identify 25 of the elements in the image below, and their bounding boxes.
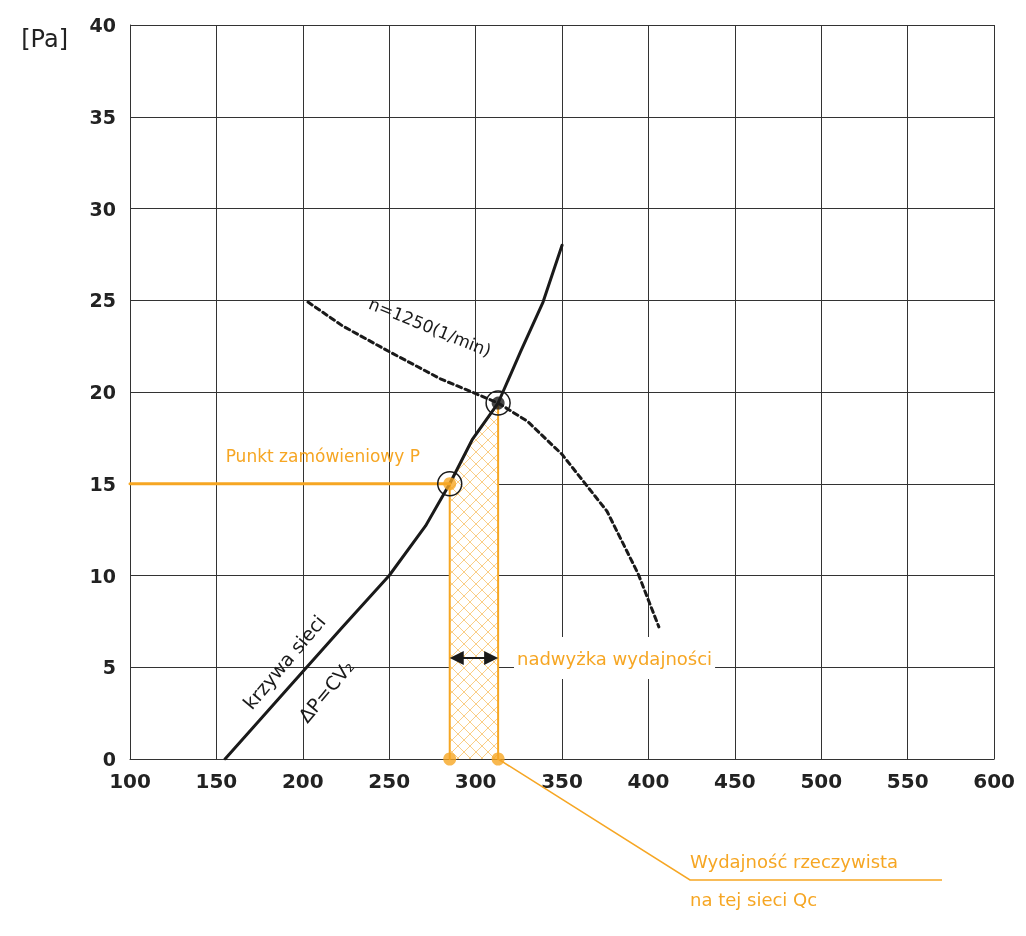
x-tick-label: 250 xyxy=(368,769,411,793)
x-tick-label: 150 xyxy=(195,769,238,793)
x-tick-label: 500 xyxy=(800,769,843,793)
x-tick-label: 300 xyxy=(454,769,497,793)
point xyxy=(443,752,457,766)
x-tick-label: 450 xyxy=(714,769,756,793)
x-tick-label: 350 xyxy=(541,769,583,793)
y-tick-label: 40 xyxy=(89,14,116,36)
y-tick-label: 10 xyxy=(89,564,116,587)
y-tick-label: 30 xyxy=(89,197,116,220)
text: Wydajność rzeczywista na tej sieci Qc xyxy=(690,850,899,910)
y-tick-label: 0 xyxy=(102,748,116,770)
y-tick-label: 35 xyxy=(89,105,116,128)
y-axis-title: [Pa] xyxy=(21,25,68,53)
x-tick-label: 550 xyxy=(886,769,929,793)
x-tick-label: 400 xyxy=(627,769,670,793)
x-tick-label: 100 xyxy=(109,769,151,793)
y-tick-label: 20 xyxy=(89,381,116,403)
x-tick-label: 600 xyxy=(973,769,1015,793)
annotation: nadwyżka wydajności xyxy=(517,647,713,669)
y-tick-label: 15 xyxy=(89,472,116,495)
x-tick-label: 200 xyxy=(281,769,324,793)
y-tick-label: 25 xyxy=(89,289,116,312)
y-tick-label: 5 xyxy=(102,656,116,679)
point xyxy=(491,752,505,766)
